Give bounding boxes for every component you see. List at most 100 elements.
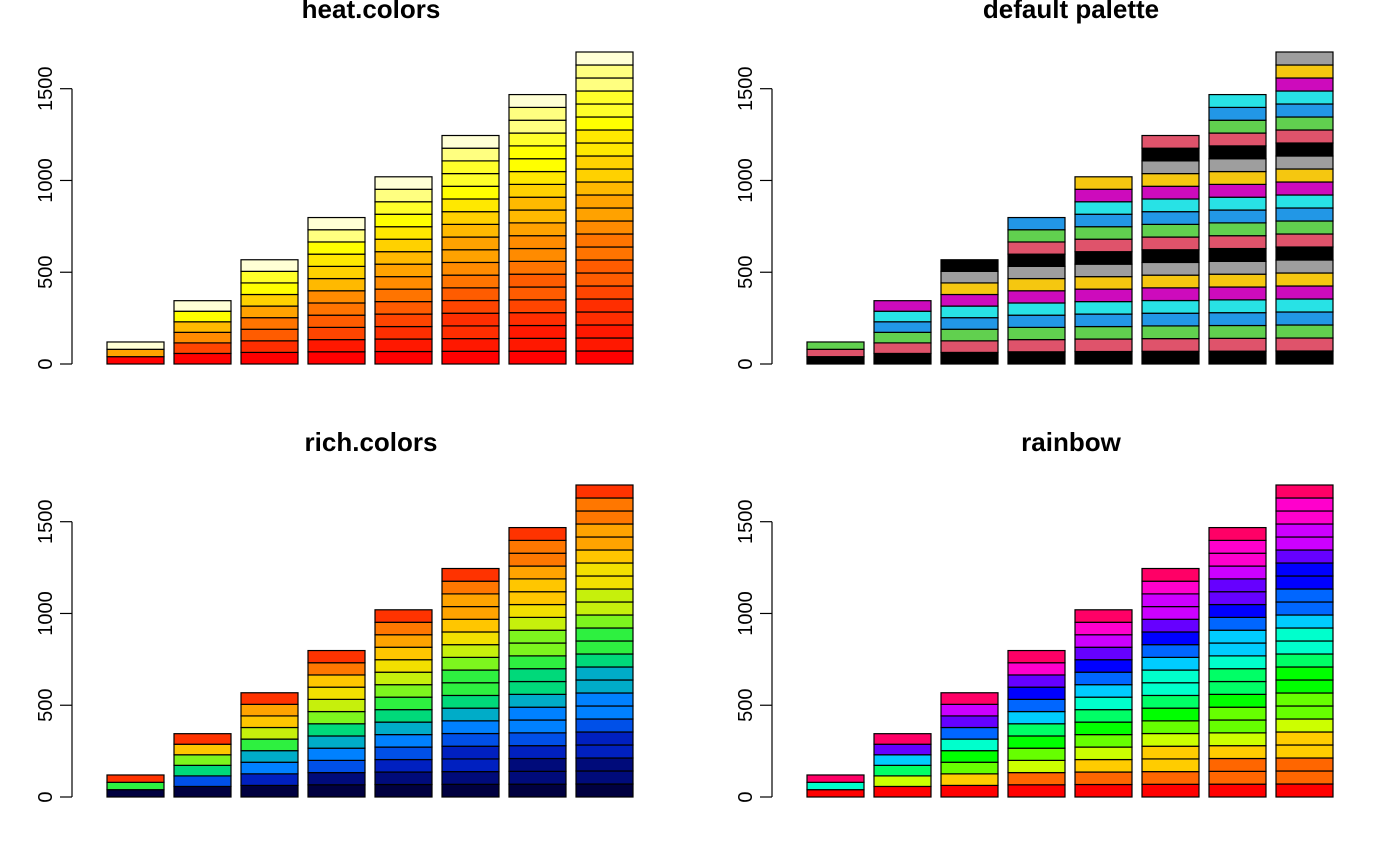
bar-segment — [106, 348, 165, 358]
bar-segment — [1007, 710, 1066, 725]
bar-3 — [940, 259, 999, 365]
chart-panel-1: heat.colors 0 500 1000 1500 — [35, 0, 634, 370]
bar-segment — [1007, 662, 1066, 676]
bar-segment — [1141, 274, 1200, 289]
bar-segment — [508, 745, 567, 760]
bar-segment — [240, 715, 299, 729]
bar-segment — [1208, 629, 1267, 644]
bar-segment — [307, 710, 366, 725]
bar-segment — [307, 759, 366, 774]
bar-segment — [575, 601, 634, 616]
bar-segment — [1208, 591, 1267, 606]
bar-segment — [1208, 745, 1267, 760]
bar-segment — [1208, 642, 1267, 657]
chart-panel-3: rich.colors 0 500 1000 1500 — [35, 427, 634, 803]
bar-segment — [1074, 609, 1133, 623]
bar-segment — [1074, 213, 1133, 228]
bar-segment — [508, 655, 567, 670]
bar-segment — [1007, 326, 1066, 341]
bar-segment — [1208, 565, 1267, 580]
bar-segment — [508, 603, 567, 618]
bar-segment — [1208, 616, 1267, 631]
bar-segment — [940, 784, 999, 798]
bar-segment — [508, 260, 567, 275]
bar-segment — [1208, 526, 1267, 542]
bar-segment — [575, 142, 634, 157]
bar-segment — [1007, 649, 1066, 664]
bar-segment — [508, 196, 567, 211]
bar-8 — [575, 484, 634, 798]
bar-segment — [106, 774, 165, 783]
bar-segment — [374, 733, 433, 748]
bar-segment — [575, 207, 634, 222]
bar-segment — [575, 220, 634, 235]
bar-segment — [173, 342, 232, 355]
bar-segment — [1275, 705, 1334, 720]
bar-segment — [508, 337, 567, 352]
bar-segment — [1208, 145, 1267, 160]
bar-segment — [508, 552, 567, 567]
bar-segment — [240, 750, 299, 763]
bar-segment — [1074, 313, 1133, 328]
bar-segment — [1275, 692, 1334, 707]
bar-segment — [508, 642, 567, 657]
bar-segment — [1275, 194, 1334, 209]
bar-segment — [1275, 103, 1334, 118]
bar-segment — [508, 93, 567, 109]
bar-segment — [441, 325, 500, 340]
bar-segment — [508, 668, 567, 683]
bar-segment — [173, 754, 232, 766]
bar-segment — [441, 261, 500, 276]
bar-segment — [173, 785, 232, 798]
bar-segment — [1275, 510, 1334, 525]
bar-segment — [1275, 51, 1334, 66]
bar-segment — [1275, 337, 1334, 352]
bar-segment — [575, 718, 634, 733]
bar-segment — [575, 614, 634, 629]
bar-segment — [441, 605, 500, 620]
bar-segment — [1208, 783, 1267, 798]
bar-segment — [1208, 578, 1267, 593]
bar-segment — [1007, 723, 1066, 737]
bar-segment — [1208, 324, 1267, 339]
y-tick-label: 1500 — [35, 66, 57, 111]
bar-segment — [173, 764, 232, 777]
bar-segment — [1074, 201, 1133, 215]
bar-segment — [106, 781, 165, 791]
bar-segment — [1208, 260, 1267, 275]
bar-segment — [873, 310, 932, 323]
bar-segment — [508, 770, 567, 785]
bar-segment — [1141, 682, 1200, 697]
bar-segment — [575, 562, 634, 577]
y-tick-label: 1500 — [35, 499, 57, 544]
bar-segment — [1074, 276, 1133, 290]
bar-segment — [441, 160, 500, 175]
bar-segment — [575, 549, 634, 564]
bar-3 — [240, 692, 299, 798]
bar-7 — [508, 93, 567, 365]
bar-segment — [940, 282, 999, 296]
y-tick-label: 500 — [735, 256, 757, 289]
bar-segment — [1141, 236, 1200, 251]
chart-title: default palette — [983, 0, 1159, 24]
bar-segment — [441, 274, 500, 289]
bar-segment — [1275, 168, 1334, 183]
bar-segment — [940, 317, 999, 330]
bar-segment — [508, 693, 567, 708]
bar-segment — [1141, 287, 1200, 302]
bar-segment — [1208, 732, 1267, 747]
bar-segment — [307, 735, 366, 749]
bar-7 — [1208, 526, 1267, 798]
bar-segment — [374, 213, 433, 228]
bar-segment — [1141, 745, 1200, 760]
bar-3 — [240, 259, 299, 365]
bar-segment — [240, 259, 299, 272]
bar-segment — [1208, 119, 1267, 134]
bar-segment — [374, 646, 433, 661]
bar-segment — [1275, 259, 1334, 274]
bar-segment — [441, 350, 500, 365]
y-tick-label: 1000 — [735, 158, 757, 203]
bar-segment — [374, 188, 433, 203]
bar-segment — [1141, 134, 1200, 149]
